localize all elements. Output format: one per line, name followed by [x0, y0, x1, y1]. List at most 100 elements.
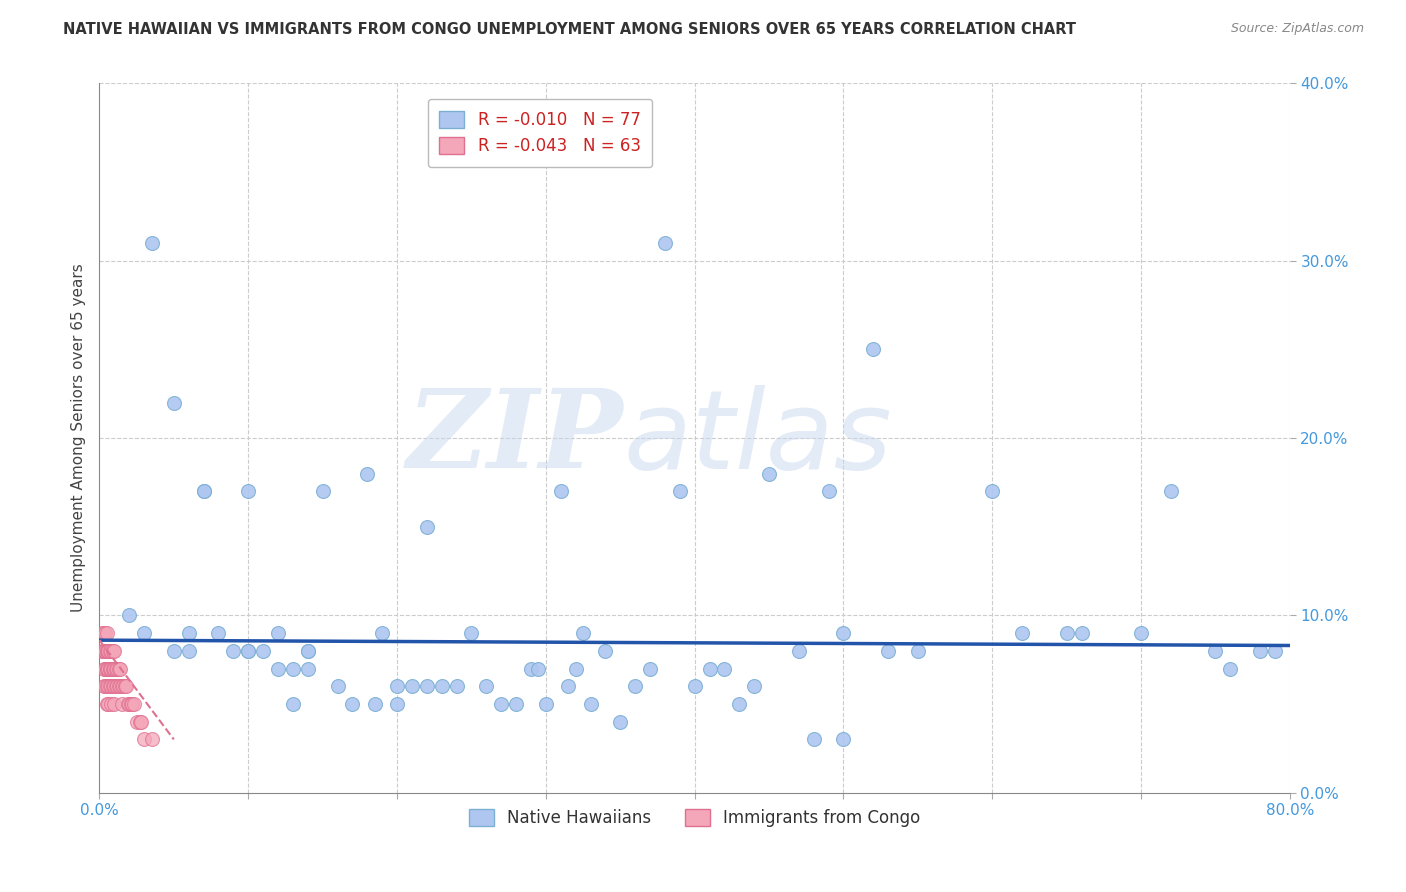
Point	[385, 679, 408, 693]
Point	[534, 697, 557, 711]
Point	[364, 697, 387, 711]
Point	[654, 235, 676, 250]
Point	[96, 661, 118, 675]
Point	[97, 697, 120, 711]
Point	[100, 697, 122, 711]
Point	[100, 661, 122, 675]
Point	[129, 714, 152, 729]
Point	[326, 679, 349, 693]
Point	[93, 626, 115, 640]
Point	[96, 697, 118, 711]
Point	[97, 644, 120, 658]
Point	[624, 679, 647, 693]
Point	[550, 484, 572, 499]
Point	[115, 679, 138, 693]
Point	[120, 697, 142, 711]
Point	[110, 661, 132, 675]
Point	[267, 661, 290, 675]
Point	[163, 644, 186, 658]
Point	[98, 644, 121, 658]
Point	[475, 679, 498, 693]
Point	[103, 661, 125, 675]
Point	[97, 661, 120, 675]
Point	[1264, 644, 1286, 658]
Point	[728, 697, 751, 711]
Point	[238, 644, 260, 658]
Point	[446, 679, 468, 693]
Point	[125, 714, 148, 729]
Point	[91, 644, 114, 658]
Point	[93, 644, 115, 658]
Point	[100, 679, 122, 693]
Point	[98, 661, 121, 675]
Point	[110, 679, 132, 693]
Point	[385, 697, 408, 711]
Point	[111, 679, 134, 693]
Point	[91, 626, 114, 640]
Point	[96, 644, 118, 658]
Point	[297, 644, 319, 658]
Point	[416, 679, 439, 693]
Text: ZIP: ZIP	[406, 384, 623, 491]
Point	[103, 661, 125, 675]
Point	[297, 644, 319, 658]
Point	[103, 644, 125, 658]
Point	[668, 484, 690, 499]
Point	[141, 235, 163, 250]
Point	[94, 626, 117, 640]
Point	[94, 644, 117, 658]
Point	[1056, 626, 1078, 640]
Point	[238, 484, 260, 499]
Point	[97, 644, 120, 658]
Point	[117, 697, 139, 711]
Point	[118, 608, 141, 623]
Point	[832, 626, 855, 640]
Point	[342, 697, 364, 711]
Point	[787, 644, 810, 658]
Point	[94, 644, 117, 658]
Point	[93, 679, 115, 693]
Point	[1205, 644, 1227, 658]
Point	[101, 661, 124, 675]
Point	[742, 679, 765, 693]
Text: NATIVE HAWAIIAN VS IMMIGRANTS FROM CONGO UNEMPLOYMENT AMONG SENIORS OVER 65 YEAR: NATIVE HAWAIIAN VS IMMIGRANTS FROM CONGO…	[63, 22, 1076, 37]
Point	[207, 626, 229, 640]
Point	[105, 679, 128, 693]
Point	[101, 644, 124, 658]
Point	[356, 467, 378, 481]
Point	[112, 679, 135, 693]
Text: Source: ZipAtlas.com: Source: ZipAtlas.com	[1230, 22, 1364, 36]
Point	[564, 661, 586, 675]
Point	[981, 484, 1004, 499]
Point	[96, 626, 118, 640]
Point	[118, 697, 141, 711]
Legend: Native Hawaiians, Immigrants from Congo: Native Hawaiians, Immigrants from Congo	[463, 803, 927, 834]
Point	[101, 679, 124, 693]
Point	[877, 644, 900, 658]
Point	[163, 395, 186, 409]
Text: atlas: atlas	[623, 384, 891, 491]
Point	[281, 661, 304, 675]
Point	[267, 626, 290, 640]
Point	[94, 661, 117, 675]
Point	[98, 679, 121, 693]
Point	[252, 644, 274, 658]
Point	[103, 697, 125, 711]
Point	[97, 679, 120, 693]
Point	[489, 697, 512, 711]
Point	[107, 679, 129, 693]
Point	[527, 661, 550, 675]
Point	[1160, 484, 1182, 499]
Point	[297, 661, 319, 675]
Point	[1011, 626, 1033, 640]
Point	[104, 661, 127, 675]
Point	[281, 697, 304, 711]
Point	[430, 679, 453, 693]
Point	[683, 679, 706, 693]
Point	[1219, 661, 1241, 675]
Point	[177, 644, 200, 658]
Point	[460, 626, 482, 640]
Point	[107, 661, 129, 675]
Point	[93, 644, 115, 658]
Point	[817, 484, 839, 499]
